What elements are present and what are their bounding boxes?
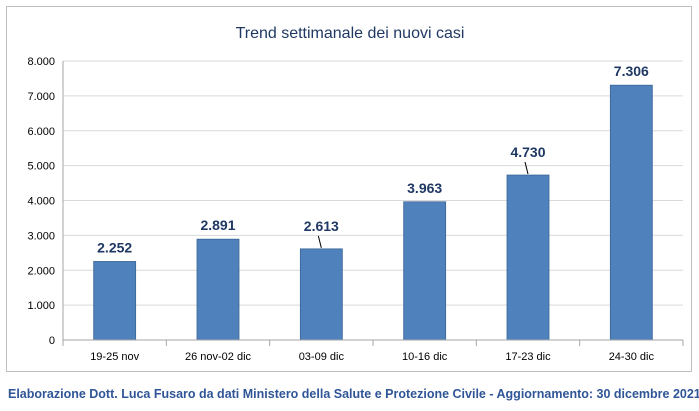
data-label: 2.891 bbox=[200, 217, 235, 233]
chart-frame: Trend settimanale dei nuovi casi 0 1.000 2… bbox=[6, 6, 692, 372]
grid-lines bbox=[63, 60, 683, 306]
y-tick-label: 4.000 bbox=[27, 196, 55, 208]
y-tick-label: 2.000 bbox=[27, 265, 55, 277]
y-tick-label: 5.000 bbox=[27, 161, 55, 173]
data-labels: 2.252 2.891 2.613 3.963 4.730 7.306 bbox=[97, 63, 649, 255]
bar bbox=[196, 238, 240, 341]
x-tick-label: 26 nov-02 dic bbox=[185, 351, 252, 363]
y-tick-label: 7.000 bbox=[27, 91, 55, 103]
bar bbox=[93, 261, 137, 341]
data-label: 4.730 bbox=[510, 144, 545, 160]
bar bbox=[299, 248, 343, 341]
y-tick-label: 8.000 bbox=[27, 56, 55, 68]
bar bbox=[609, 84, 653, 341]
x-tick-label: 19-25 nov bbox=[90, 351, 139, 363]
bars bbox=[93, 84, 653, 341]
data-label-leader bbox=[524, 161, 529, 175]
bar bbox=[403, 201, 447, 341]
y-tick-label: 1.000 bbox=[27, 300, 55, 312]
axes: 0 1.000 2.000 3.000 4.000 5.000 6.000 7.000 8.00… bbox=[27, 56, 684, 363]
data-label: 3.963 bbox=[407, 180, 442, 196]
y-tick-label: 3.000 bbox=[27, 230, 55, 242]
data-label: 2.613 bbox=[304, 218, 339, 234]
bar bbox=[506, 174, 550, 341]
chart-title: Trend settimanale dei nuovi casi bbox=[236, 25, 465, 42]
data-label-leader bbox=[317, 235, 322, 248]
x-tick-label: 17-23 dic bbox=[505, 351, 551, 363]
y-tick-label: 6.000 bbox=[27, 126, 55, 138]
data-label: 2.252 bbox=[97, 239, 132, 255]
x-tick-label: 03-09 dic bbox=[299, 351, 345, 363]
bar-chart: Trend settimanale dei nuovi casi 0 1.000 2… bbox=[27, 25, 684, 363]
y-tick-label: 0 bbox=[49, 335, 55, 347]
source-credit: Elaborazione Dott. Luca Fusaro da dati M… bbox=[8, 387, 699, 401]
x-tick-label: 24-30 dic bbox=[609, 351, 655, 363]
data-label: 7.306 bbox=[614, 63, 649, 79]
x-tick-label: 10-16 dic bbox=[402, 351, 448, 363]
